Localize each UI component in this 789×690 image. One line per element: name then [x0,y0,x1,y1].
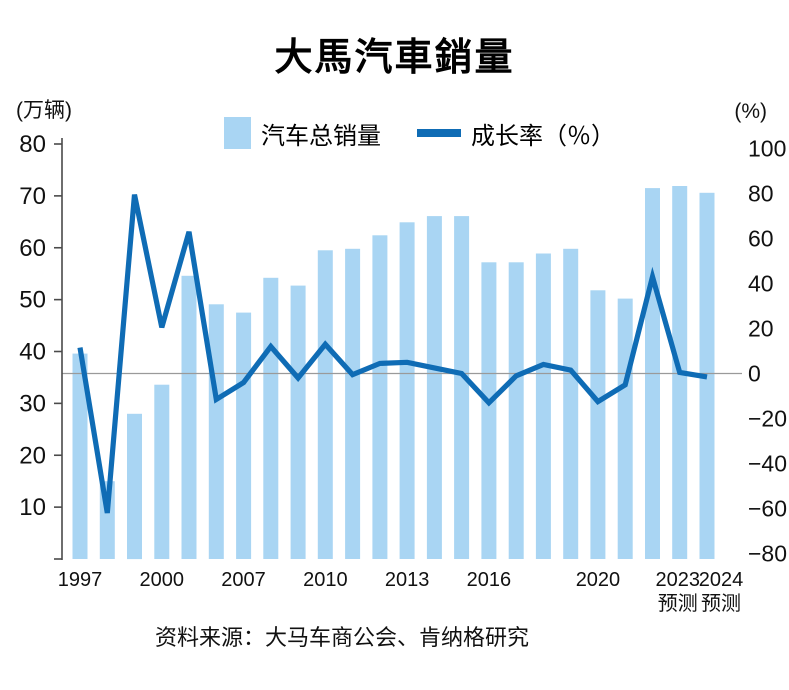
x-axis-forecast-label: 预测 [658,592,698,615]
sales-bar [208,304,224,559]
legend-line-label: 成长率（％） [471,122,615,150]
right-axis-tick-label: 100 [748,136,786,162]
right-axis-tick-label: 20 [748,316,774,342]
sales-bar [345,248,361,560]
right-axis-tick-label: 80 [748,181,774,207]
x-axis-year-label: 2020 [576,569,621,591]
left-axis-tick-label: 50 [19,287,46,314]
sales-bar [426,216,442,559]
sales-bar [154,384,170,559]
sales-bar [72,353,88,559]
sales-bar [508,262,524,559]
legend-line-swatch-icon [417,129,461,137]
sales-bar [181,275,197,559]
sales-bar [563,248,579,560]
sales-bar [290,285,306,559]
left-axis-tick-label: 60 [19,235,46,262]
left-axis-unit: (万辆) [16,99,72,122]
right-axis-tick-label: −20 [748,406,787,432]
x-axis-year-label: 2013 [385,569,430,591]
x-axis-year-label: 2007 [221,569,266,591]
sales-bar [372,235,388,560]
growth-line [77,194,708,514]
right-axis-tick-label: 40 [748,271,774,297]
sales-bar [317,250,333,560]
sales-bar [617,298,633,559]
sales-bar [236,312,252,559]
left-axis-tick-label: 80 [19,131,46,158]
x-axis-year-label: 2016 [467,569,512,591]
sales-bar [454,216,470,559]
right-axis-tick-label: 60 [748,226,774,252]
right-axis-tick-label: −60 [748,496,787,522]
right-axis-unit: (%) [734,100,767,123]
sales-bar [127,413,142,560]
sales-bar [263,277,279,559]
legend-bar-swatch-icon [224,117,251,149]
right-axis-tick-label: −40 [748,451,787,477]
legend-bar-label: 汽车总销量 [261,122,381,150]
left-axis-tick-label: 30 [19,390,46,417]
sales-bar [590,290,606,559]
left-axis-tick-label: 20 [19,442,46,469]
legend: 汽车总销量 成长率（％） [224,116,615,150]
left-axis-tick-label: 40 [19,339,46,366]
sales-bar [535,253,551,559]
sales-bar [399,222,415,560]
left-axis-tick-label: 70 [19,183,46,210]
x-axis-year-label: 2024 [699,569,744,591]
x-axis-year-label: 2010 [303,569,348,591]
x-axis-forecast-label: 预测 [701,592,741,615]
x-axis-year-label: 2000 [140,569,185,591]
x-axis-year-label: 2023 [655,569,700,591]
right-axis-tick-label: 0 [748,361,761,387]
source-note: 资料来源：大马车商公会、肯纳格研究 [155,625,530,650]
chart-title: 大馬汽車銷量 [274,37,515,79]
x-axis-year-label: 1997 [58,569,103,591]
sales-bar [481,262,497,559]
left-axis-tick-label: 10 [19,494,46,521]
right-axis-tick-label: −80 [748,541,787,567]
